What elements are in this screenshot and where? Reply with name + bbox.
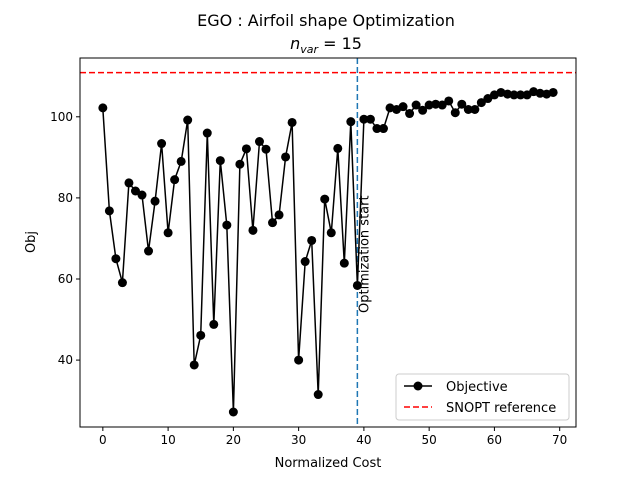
objective-point [209, 319, 219, 329]
objective-point [287, 117, 297, 127]
objective-point [398, 102, 408, 112]
objective-point [228, 407, 238, 417]
objective-point [372, 124, 382, 134]
objective-point [150, 196, 160, 206]
objective-point [502, 89, 512, 99]
objective-point [137, 190, 147, 200]
objective-point [248, 225, 258, 235]
objective-point [307, 235, 317, 245]
objective-point [261, 144, 271, 154]
plot-area [80, 58, 576, 427]
objective-point [235, 159, 245, 169]
chart-subtitle: nvar = 15 [290, 34, 362, 56]
objective-point [457, 99, 467, 109]
objective-point [130, 186, 140, 196]
objective-point [196, 330, 206, 340]
objective-point [548, 87, 558, 97]
objective-point [444, 96, 454, 106]
objective-point [170, 175, 180, 185]
legend-box [395, 373, 570, 421]
objective-point [254, 137, 264, 147]
objective-point [183, 115, 193, 125]
objective-point [411, 100, 421, 110]
x-tick-label: 20 [226, 433, 241, 447]
y-tick-label: 60 [58, 272, 73, 286]
objective-point [463, 104, 473, 114]
objective-point [124, 178, 134, 188]
optimization-start-label: Optimization start [357, 195, 372, 313]
objective-point [202, 128, 212, 138]
objective-point [157, 139, 167, 149]
subtitle-rest: = 15 [318, 34, 362, 53]
objective-point [144, 246, 154, 256]
axes-frame [79, 57, 577, 428]
objective-point [333, 143, 343, 153]
chart-title: EGO : Airfoil shape Optimization [197, 11, 455, 30]
legend-objective-label: Objective [446, 380, 508, 395]
objective-point [378, 124, 388, 134]
x-tick-label: 10 [160, 433, 175, 447]
objective-point [437, 100, 447, 110]
subtitle-subscript: var [300, 43, 319, 56]
x-tick-label: 60 [487, 433, 502, 447]
legend: Objective SNOPT reference [395, 373, 570, 421]
objective-point [163, 228, 173, 238]
objective-point [424, 100, 434, 110]
objective-point [476, 98, 486, 108]
legend-objective-marker [413, 381, 423, 391]
y-tick-label: 100 [50, 110, 73, 124]
y-axis-ticks: 40 60 80 100 [50, 110, 80, 367]
x-tick-label: 0 [99, 433, 107, 447]
x-tick-label: 70 [552, 433, 567, 447]
objective-point [111, 254, 121, 264]
objective-point [300, 257, 310, 267]
objective-point [365, 114, 375, 124]
objective-point [176, 156, 186, 166]
x-tick-label: 50 [422, 433, 437, 447]
objective-point [516, 90, 526, 100]
objective-point [431, 99, 441, 109]
objective-point [450, 108, 460, 118]
objective-point [241, 144, 251, 154]
objective-point [359, 114, 369, 124]
subtitle-base: n [290, 34, 300, 53]
y-axis-label: Obj [24, 231, 39, 253]
objective-point [104, 206, 114, 216]
objective-series-line [102, 90, 554, 413]
x-tick-label: 40 [356, 433, 371, 447]
objective-point [268, 218, 278, 228]
objective-point [418, 105, 428, 115]
x-axis-ticks: 0 10 20 30 40 50 60 70 [99, 427, 567, 447]
objective-point [346, 117, 356, 127]
objective-point [215, 156, 225, 166]
objective-point [326, 228, 336, 238]
objective-point [222, 220, 232, 230]
objective-point [117, 278, 127, 288]
objective-point [98, 103, 108, 113]
objective-point [313, 390, 323, 400]
objective-point [470, 104, 480, 114]
y-tick-label: 40 [58, 353, 73, 367]
objective-point [405, 109, 415, 119]
y-tick-label: 80 [58, 191, 73, 205]
objective-point [535, 88, 545, 98]
objective-point [352, 280, 362, 290]
objective-point [320, 194, 330, 204]
objective-point [274, 210, 284, 220]
legend-snopt-label: SNOPT reference [446, 401, 556, 416]
objective-point [509, 90, 519, 100]
x-tick-label: 30 [291, 433, 306, 447]
objective-point [281, 152, 291, 162]
x-axis-label: Normalized Cost [275, 456, 382, 471]
objective-point [294, 355, 304, 365]
objective-point [339, 258, 349, 268]
objective-point [189, 360, 199, 370]
